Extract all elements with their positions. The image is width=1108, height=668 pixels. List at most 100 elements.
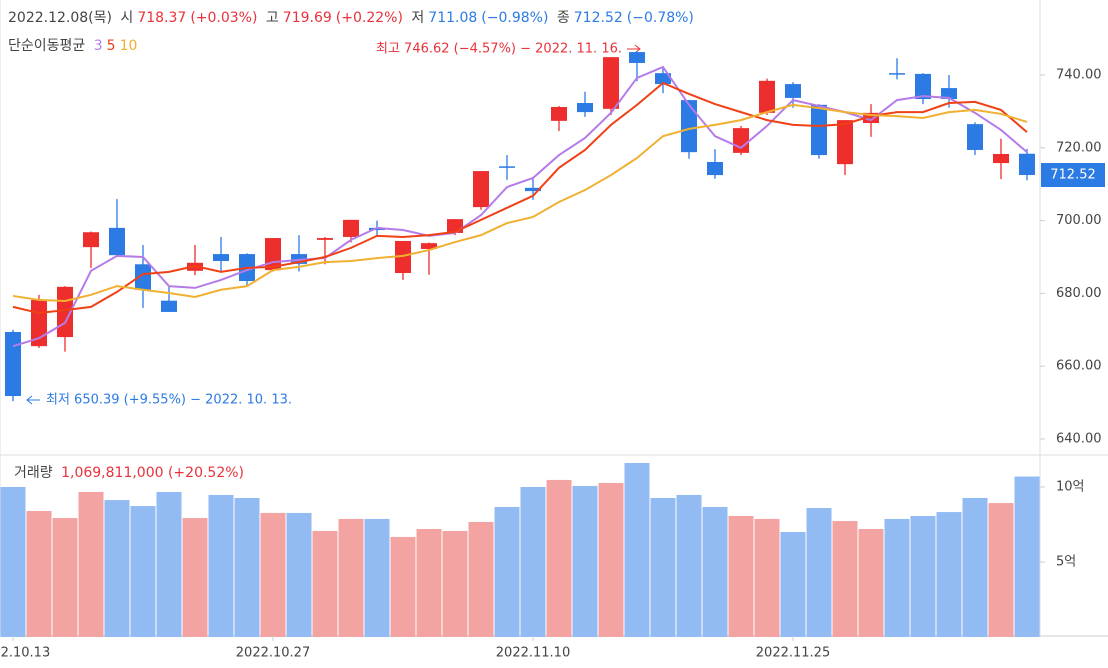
candle-body: [551, 107, 567, 121]
volume-bar: [572, 485, 598, 637]
candle-body: [967, 124, 983, 150]
candle-body: [603, 57, 619, 109]
volume-bar: [104, 500, 130, 637]
candle-body: [499, 166, 515, 168]
volume-bar: [416, 529, 442, 637]
volume-bar: [26, 511, 52, 637]
candle-body: [83, 232, 99, 248]
volume-bar: [832, 521, 858, 637]
x-tick-label: 2022.11.10: [496, 646, 570, 661]
ma-line: [12, 65, 1028, 348]
volume-bar: [1014, 476, 1040, 637]
last-price-tag: [1041, 163, 1105, 188]
volume-bar: [338, 518, 364, 637]
volume-bar: [494, 506, 520, 637]
volume-bar: [988, 503, 1014, 637]
high-arrow: [627, 44, 641, 54]
value: 718.37: [137, 10, 187, 26]
volume-bar: [754, 518, 780, 637]
ohlc-header: 2022.12.08(목) 시 718.37 (+0.03%) 고 719.69 (+0…: [8, 7, 698, 27]
legend: 단순이동평균 3 5 10: [8, 35, 141, 55]
candle-body: [473, 171, 489, 208]
volume-bar: [624, 463, 650, 637]
candle-body: [343, 219, 359, 237]
y-tick-label: 640.00: [1056, 431, 1102, 446]
volume-bar: [182, 518, 208, 637]
x-tick-label: 2022.10.13: [0, 646, 50, 661]
legend-entry: 5: [106, 38, 116, 54]
volume-bar: [286, 512, 312, 637]
last-price-label: 712.52: [1050, 168, 1096, 183]
candle-body: [525, 187, 541, 192]
candle-body: [109, 227, 125, 256]
volume-bar: [546, 479, 572, 637]
volume-bar: [858, 529, 884, 637]
y-tick-label: 700.00: [1056, 213, 1102, 228]
candle-body: [733, 128, 749, 153]
change: (−0.78%): [626, 10, 694, 26]
change: (+0.22%): [335, 10, 403, 26]
candle-body: [993, 153, 1009, 164]
candle-body: [811, 104, 827, 156]
legend-entry: 3: [93, 38, 103, 54]
y2-tick-label: 5억: [1056, 555, 1076, 570]
legend-entry: 10: [119, 38, 138, 54]
candle-body: [395, 240, 411, 273]
candle-body: [1019, 153, 1035, 176]
volume-bar: [156, 491, 182, 637]
candle-body: [5, 331, 21, 397]
candle-body: [135, 264, 151, 290]
volume-bar: [52, 518, 78, 637]
volume-bar: [390, 536, 416, 637]
y2-tick-label: 10억: [1056, 480, 1085, 495]
candle-body: [577, 103, 593, 113]
value: 711.08: [428, 10, 478, 26]
value: 712.52: [573, 10, 623, 26]
y-tick-label: 660.00: [1056, 359, 1102, 374]
x-tick-label: 2022.10.27: [236, 646, 310, 661]
low-annotation: 최저 650.39 (+9.55%) − 2022. 10. 13.: [46, 393, 292, 408]
change: (−0.98%): [481, 10, 549, 26]
candle-body: [785, 84, 801, 98]
candle-body: [941, 88, 957, 100]
candle-body: [213, 254, 229, 261]
label: 저: [411, 10, 425, 26]
candle-body: [759, 80, 775, 113]
volume-title: 거래량: [14, 465, 53, 481]
candle-body: [421, 243, 437, 249]
change: (+0.03%): [190, 10, 258, 26]
label: 고: [265, 10, 279, 26]
candle-body: [707, 161, 723, 176]
candle-body: [655, 73, 671, 85]
volume-bar: [208, 494, 234, 637]
volume-bar: [780, 532, 806, 637]
volume-bar: [468, 521, 494, 637]
volume-bar: [650, 497, 676, 637]
volume-bar: [364, 518, 390, 637]
y-tick-label: 720.00: [1056, 140, 1102, 155]
volume-bar: [442, 530, 468, 637]
volume-bar: [0, 487, 26, 637]
y-tick-label: 740.00: [1056, 67, 1102, 82]
volume-last: 1,069,811,000 (+20.52%): [61, 465, 245, 481]
ma-line: [12, 81, 1028, 315]
date: 2022.12.08(목): [8, 10, 112, 26]
high-annotation: 최고 746.62 (−4.57%) − 2022. 11. 16.: [376, 42, 622, 57]
volume-bar: [884, 518, 910, 637]
candle-body: [161, 300, 177, 312]
candle-body: [317, 238, 333, 240]
legend-title: 단순이동평균: [8, 38, 86, 54]
volume-bar: [676, 494, 702, 637]
volume-bar: [520, 487, 546, 637]
candle-body: [889, 73, 905, 75]
candle-body: [837, 120, 853, 165]
label: 시: [120, 10, 134, 26]
low-arrow: [26, 395, 40, 405]
candle-body: [915, 73, 931, 100]
volume-bar: [702, 506, 728, 637]
label: 종: [556, 10, 570, 26]
volume-bar: [234, 497, 260, 637]
volume-bar: [910, 515, 936, 637]
